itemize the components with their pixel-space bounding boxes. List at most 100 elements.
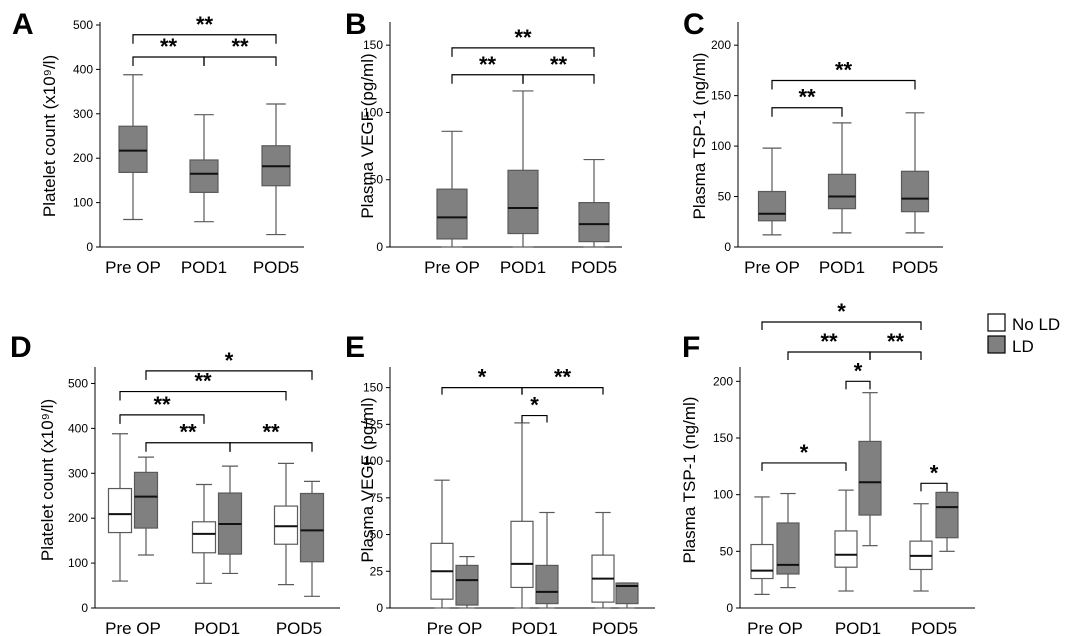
bracket-line xyxy=(869,351,922,360)
box-ld xyxy=(299,480,325,597)
significance-label: * xyxy=(930,460,939,485)
box-ld xyxy=(261,103,291,236)
box-ld xyxy=(118,74,148,221)
y-tick-label: 0 xyxy=(81,601,88,615)
box-ld xyxy=(217,465,243,575)
legend-swatch-ld xyxy=(987,335,1006,354)
significance-bracket: * xyxy=(920,460,948,492)
y-tick-label: 100 xyxy=(713,488,733,502)
bracket-line xyxy=(522,74,595,84)
box-iqr xyxy=(510,520,534,589)
significance-bracket: ** xyxy=(869,329,922,360)
significance-label: ** xyxy=(887,329,905,354)
box-ld xyxy=(189,114,219,223)
panel-letter: D xyxy=(10,331,32,364)
y-axis-label: Platelet count (x10⁹/l) xyxy=(38,399,57,561)
x-tick-label: POD5 xyxy=(892,258,938,277)
box-ld xyxy=(615,582,639,609)
significance-bracket: ** xyxy=(451,25,595,57)
box-iqr xyxy=(776,522,800,575)
significance-bracket: * xyxy=(845,358,871,390)
significance-label: ** xyxy=(194,369,212,394)
y-tick-label: 100 xyxy=(711,139,731,153)
bracket-line xyxy=(229,442,313,452)
box-ld xyxy=(827,122,857,234)
panel-letter: E xyxy=(345,331,365,364)
significance-label: ** xyxy=(820,329,838,354)
significance-label: * xyxy=(225,348,234,373)
panel-b: B Plasma VEGF (pg/ml) 0 50 100 150 Pre OP POD1 P… xyxy=(345,8,622,277)
significance-label: * xyxy=(478,365,487,390)
y-tick-label: 25 xyxy=(370,564,384,578)
box-iqr xyxy=(299,492,325,563)
significance-bracket: ** xyxy=(521,365,604,395)
box-nold xyxy=(750,496,774,596)
significance-label: * xyxy=(854,358,863,383)
y-tick-label: 0 xyxy=(86,240,93,254)
box-iqr xyxy=(133,471,159,529)
box-iqr xyxy=(107,487,133,534)
box-iqr xyxy=(118,125,148,174)
x-tick-label: POD5 xyxy=(276,619,322,636)
significance-label: * xyxy=(837,299,846,324)
panel-a: A Platelet count (x10⁹/l) 0 100 200 300 400 500… xyxy=(12,8,304,277)
panel-e: E Plasma VEGF (pg/ml) 0 25 50 75 100 125 150 Pre … xyxy=(345,331,655,636)
y-tick-label: 50 xyxy=(720,544,734,558)
y-tick-label: 150 xyxy=(713,431,733,445)
significance-bracket: * xyxy=(761,299,922,330)
significance-label: ** xyxy=(196,12,214,37)
box-ld xyxy=(436,130,468,248)
significance-label: ** xyxy=(514,25,532,50)
x-tick-label: POD5 xyxy=(911,619,957,636)
significance-bracket: ** xyxy=(771,85,843,117)
box-nold xyxy=(834,489,858,592)
x-tick-label: POD1 xyxy=(181,258,227,277)
significance-bracket: * xyxy=(521,393,548,423)
y-tick-label: 300 xyxy=(73,107,93,121)
x-tick-label: POD1 xyxy=(500,258,546,277)
y-tick-label: 200 xyxy=(68,511,88,525)
significance-bracket: ** xyxy=(119,392,205,424)
box-iqr xyxy=(578,202,610,243)
y-tick-label: 0 xyxy=(376,240,383,254)
bracket-line xyxy=(203,56,277,66)
y-tick-label: 500 xyxy=(73,18,93,32)
y-axis-label: Plasma VEGF (pg/ml) xyxy=(358,397,377,562)
panel-letter: B xyxy=(345,8,367,41)
bracket-line xyxy=(119,390,287,401)
y-tick-label: 0 xyxy=(724,240,731,254)
y-tick-label: 50 xyxy=(370,173,384,187)
bracket-line xyxy=(845,380,871,390)
y-tick-label: 500 xyxy=(68,376,88,390)
x-tick-label: POD1 xyxy=(194,619,240,636)
y-tick-label: 150 xyxy=(363,381,383,395)
x-tick-label: POD1 xyxy=(835,619,881,636)
box-ld xyxy=(900,112,930,234)
box-iqr xyxy=(935,491,959,539)
significance-bracket: ** xyxy=(787,329,871,360)
significance-label: ** xyxy=(179,420,197,445)
box-iqr xyxy=(535,564,559,605)
significance-label: ** xyxy=(160,34,178,59)
significance-bracket: ** xyxy=(132,12,277,44)
box-iqr xyxy=(436,188,468,240)
box-nold xyxy=(273,462,299,586)
significance-label: * xyxy=(800,440,809,465)
panel-letter: C xyxy=(683,8,705,41)
box-nold xyxy=(591,511,615,609)
y-tick-label: 125 xyxy=(363,417,383,431)
significance-bracket: ** xyxy=(771,58,916,90)
significance-bracket: ** xyxy=(132,34,205,66)
box-iqr xyxy=(273,505,299,545)
box-iqr xyxy=(455,564,479,606)
y-tick-label: 0 xyxy=(726,601,733,615)
box-ld xyxy=(935,491,959,552)
box-ld xyxy=(507,90,539,248)
box-iqr xyxy=(757,190,787,222)
y-tick-label: 200 xyxy=(713,374,733,388)
y-tick-label: 400 xyxy=(73,62,93,76)
panel-f: F Plasma TSP-1 (ng/ml) 0 50 100 150 200 Pre OP P… xyxy=(680,299,975,636)
significance-label: ** xyxy=(262,420,280,445)
x-tick-label: POD5 xyxy=(253,258,299,277)
